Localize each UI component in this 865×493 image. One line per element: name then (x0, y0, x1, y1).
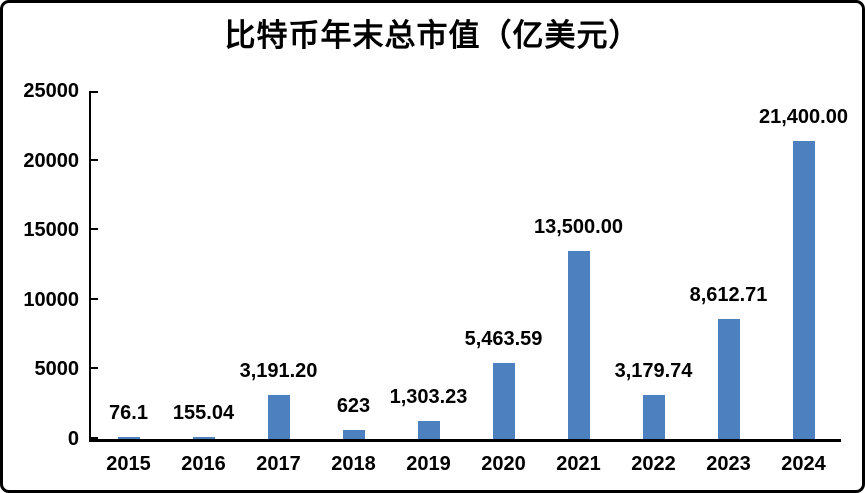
bar-value-label-2023: 8,612.71 (689, 284, 768, 307)
x-tick-label-2023: 2023 (706, 453, 751, 475)
plot-area: 76.1 155.04 3,191.20 623 1,303.23 5,463.59 13,… (89, 91, 848, 442)
bar-2018 (342, 430, 365, 439)
y-tick-label: 15000 (23, 219, 79, 242)
x-tick-label-2022: 2022 (631, 453, 676, 475)
x-tick-label-2018: 2018 (331, 453, 376, 475)
bar-2019 (417, 420, 440, 439)
bar-2023 (717, 319, 740, 439)
bar-value-label-2019: 1,303.23 (389, 385, 468, 408)
x-tick-label-2017: 2017 (256, 453, 301, 475)
bar-2024 (792, 141, 815, 439)
y-tick-mark (91, 158, 98, 161)
chart-title: 比特币年末总市值（亿美元） (224, 18, 641, 53)
bar-2017 (267, 394, 290, 439)
bar-value-label-2018: 623 (336, 395, 371, 418)
y-tick-label: 10000 (23, 288, 79, 311)
y-tick-label: 20000 (23, 149, 79, 172)
y-tick-mark (91, 297, 98, 300)
y-tick-label: 0 (67, 428, 79, 450)
x-tick-label-2016: 2016 (181, 453, 226, 475)
x-tick-label-2021: 2021 (556, 453, 601, 475)
y-tick-label: 5000 (34, 358, 80, 381)
y-tick-mark (91, 437, 98, 439)
y-tick-mark (91, 91, 98, 93)
bar-2015 (117, 437, 140, 439)
y-tick-mark (91, 367, 98, 370)
bar-2022 (642, 394, 665, 439)
bar-2021 (567, 251, 590, 439)
y-axis-labels: 0 5000 10000 15000 20000 25000 (3, 80, 80, 450)
bar-value-label-2024: 21,400.00 (759, 106, 848, 129)
y-tick-label: 25000 (23, 80, 79, 102)
bar-value-label-2015: 76.1 (109, 402, 148, 424)
x-tick-label-2024: 2024 (781, 453, 826, 475)
x-axis-labels: 2015 2016 2017 2018 2019 2020 2021 2022 2023 2024 (91, 452, 841, 478)
x-tick-label-2019: 2019 (406, 453, 451, 475)
y-tick-mark (91, 228, 98, 231)
bar-value-label-2020: 5,463.59 (464, 327, 543, 350)
bar-2020 (492, 362, 515, 439)
bar-2016 (192, 436, 215, 439)
x-tick-label-2020: 2020 (481, 453, 526, 475)
bar-value-label-2016: 155.04 (172, 401, 235, 424)
x-tick-label-2015: 2015 (106, 453, 151, 475)
bar-value-label-2017: 3,191.20 (239, 359, 318, 382)
bar-value-label-2022: 3,179.74 (614, 359, 693, 382)
bar-value-label-2021: 13,500.00 (534, 216, 623, 239)
